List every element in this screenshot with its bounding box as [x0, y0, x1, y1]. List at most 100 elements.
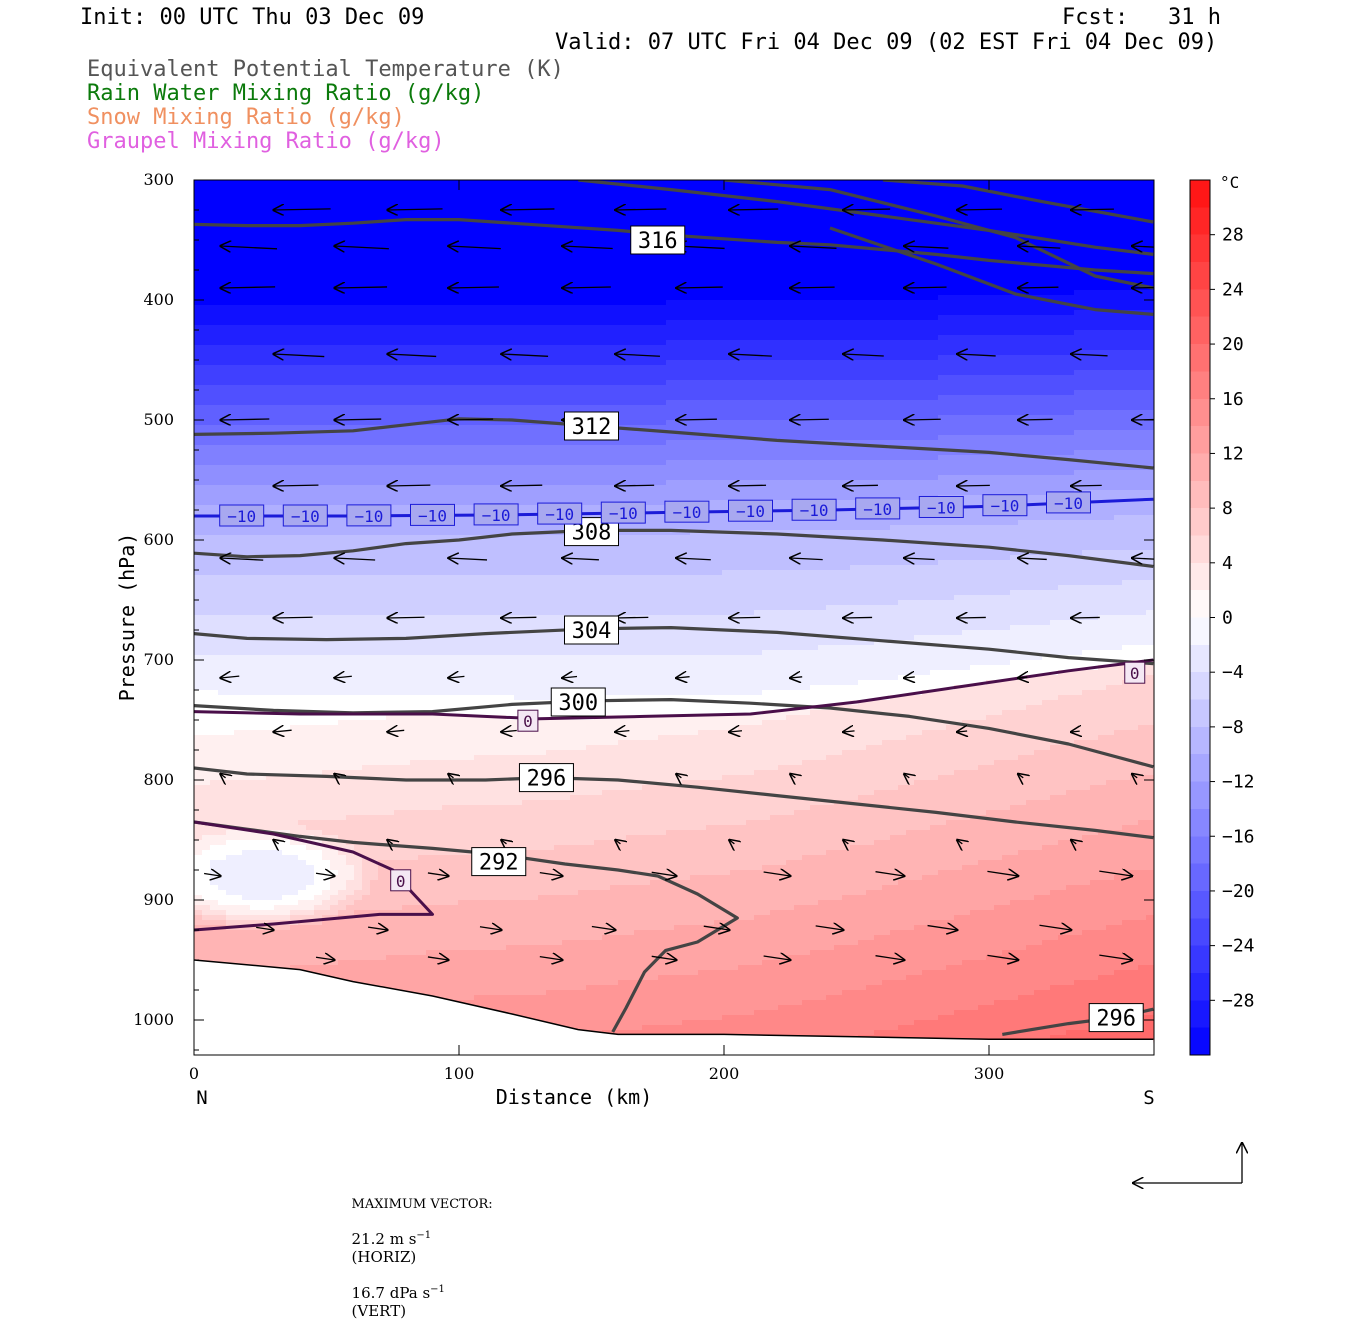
temperature-cell: [402, 405, 410, 410]
temperature-cell: [250, 790, 258, 795]
temperature-cell: [378, 200, 386, 205]
temperature-cell: [370, 820, 378, 825]
temperature-cell: [194, 860, 202, 865]
temperature-cell: [226, 680, 234, 685]
temperature-cell: [330, 590, 338, 595]
temperature-cell: [378, 950, 386, 955]
temperature-cell: [418, 530, 426, 535]
temperature-cell: [226, 885, 234, 890]
temperature-cell: [282, 360, 290, 365]
temperature-cell: [370, 650, 378, 655]
temperature-cell: [378, 650, 386, 655]
temperature-cell: [290, 745, 298, 750]
temperature-cell: [298, 635, 306, 640]
temperature-cell: [194, 910, 202, 915]
temperature-cell: [298, 840, 306, 845]
temperature-cell: [202, 615, 210, 620]
temperature-cell: [370, 745, 378, 750]
temperature-cell: [202, 540, 210, 545]
temperature-cell: [354, 615, 362, 620]
temperature-cell: [242, 650, 250, 655]
temperature-cell: [354, 185, 362, 190]
temperature-cell: [370, 535, 378, 540]
temperature-cell: [386, 595, 394, 600]
temperature-cell: [210, 355, 218, 360]
temperature-cell: [410, 275, 418, 280]
temperature-cell: [274, 665, 282, 670]
temperature-cell: [362, 830, 370, 835]
temperature-cell: [290, 640, 298, 645]
temperature-cell: [338, 205, 346, 210]
temperature-cell: [354, 835, 362, 840]
temperature-cell: [314, 315, 322, 320]
temperature-cell: [410, 895, 418, 900]
temperature-cell: [258, 365, 266, 370]
temperature-cell: [306, 935, 314, 940]
temperature-cell: [274, 930, 282, 935]
temperature-cell: [418, 240, 426, 245]
temperature-cell: [338, 260, 346, 265]
temperature-cell: [290, 285, 298, 290]
temperature-cell: [282, 660, 290, 665]
temperature-cell: [394, 260, 402, 265]
temperature-cell: [346, 770, 354, 775]
temperature-cell: [234, 810, 242, 815]
temperature-cell: [402, 900, 410, 905]
temperature-cell: [266, 895, 274, 900]
temperature-cell: [338, 680, 346, 685]
temperature-cell: [330, 565, 338, 570]
temperature-cell: [218, 640, 226, 645]
temperature-cell: [210, 225, 218, 230]
temperature-cell: [282, 350, 290, 355]
temperature-cell: [418, 335, 426, 340]
temperature-cell: [362, 205, 370, 210]
temperature-cell: [306, 275, 314, 280]
temperature-cell: [386, 345, 394, 350]
temperature-cell: [226, 525, 234, 530]
temperature-cell: [194, 735, 202, 740]
temperature-cell: [266, 245, 274, 250]
temperature-cell: [322, 860, 330, 865]
temperature-cell: [282, 425, 290, 430]
temperature-cell: [354, 815, 362, 820]
temperature-cell: [410, 905, 418, 910]
temperature-cell: [306, 180, 314, 185]
temperature-cell: [346, 265, 354, 270]
temperature-cell: [330, 950, 338, 955]
temperature-cell: [290, 905, 298, 910]
temperature-cell: [314, 750, 322, 755]
temperature-cell: [258, 645, 266, 650]
temperature-cell: [362, 395, 370, 400]
temperature-cell: [194, 310, 202, 315]
temperature-cell: [410, 555, 418, 560]
temperature-cell: [266, 575, 274, 580]
temperature-cell: [282, 335, 290, 340]
temperature-cell: [370, 200, 378, 205]
temperature-cell: [386, 420, 394, 425]
temperature-cell: [314, 375, 322, 380]
temperature-cell: [202, 720, 210, 725]
temperature-cell: [394, 470, 402, 475]
temperature-cell: [242, 665, 250, 670]
temperature-cell: [354, 460, 362, 465]
temperature-cell: [402, 890, 410, 895]
temperature-cell: [394, 320, 402, 325]
temperature-cell: [250, 250, 258, 255]
temperature-cell: [194, 930, 202, 935]
temperature-cell: [282, 650, 290, 655]
temperature-cell: [258, 575, 266, 580]
temperature-cell: [354, 500, 362, 505]
temperature-cell: [346, 525, 354, 530]
temperature-cell: [290, 900, 298, 905]
temperature-cell: [194, 830, 202, 835]
temperature-cell: [370, 590, 378, 595]
temperature-cell: [370, 405, 378, 410]
temperature-cell: [226, 590, 234, 595]
temperature-cell: [282, 475, 290, 480]
temperature-cell: [250, 495, 258, 500]
temperature-cell: [338, 795, 346, 800]
temperature-cell: [234, 940, 242, 945]
temperature-cell: [306, 675, 314, 680]
temperature-cell: [330, 825, 338, 830]
temperature-cell: [386, 275, 394, 280]
